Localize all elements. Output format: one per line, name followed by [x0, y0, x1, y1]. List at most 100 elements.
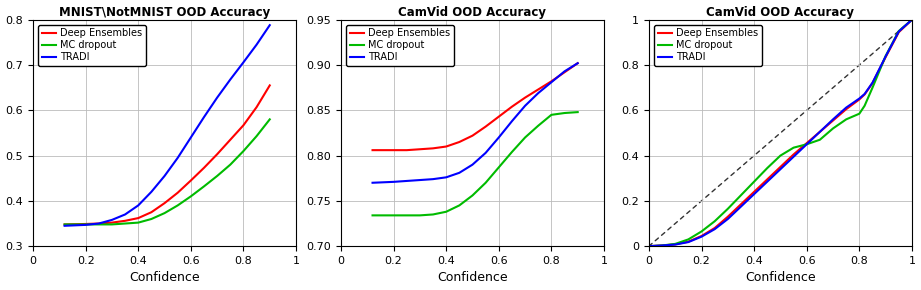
- Deep Ensembles: [225, 138, 236, 142]
- Deep Ensembles: [841, 107, 852, 111]
- MC dropout: [402, 214, 413, 217]
- Deep Ensembles: [859, 93, 870, 96]
- Deep Ensembles: [507, 105, 518, 108]
- Deep Ensembles: [480, 125, 491, 128]
- MC dropout: [893, 29, 904, 33]
- Deep Ensembles: [212, 153, 223, 156]
- TRADI: [159, 174, 170, 178]
- MC dropout: [906, 18, 917, 21]
- MC dropout: [880, 54, 892, 58]
- MC dropout: [801, 142, 812, 146]
- MC dropout: [59, 223, 70, 226]
- Deep Ensembles: [107, 221, 118, 224]
- Deep Ensembles: [762, 178, 773, 181]
- TRADI: [367, 181, 378, 184]
- MC dropout: [670, 242, 681, 246]
- MC dropout: [775, 154, 786, 157]
- TRADI: [225, 78, 236, 81]
- TRADI: [494, 136, 505, 139]
- MC dropout: [93, 223, 104, 226]
- MC dropout: [454, 204, 465, 207]
- TRADI: [854, 97, 865, 100]
- Deep Ensembles: [893, 30, 904, 34]
- TRADI: [788, 155, 799, 158]
- MC dropout: [749, 180, 760, 183]
- Line: Deep Ensembles: Deep Ensembles: [649, 20, 912, 246]
- TRADI: [480, 151, 491, 155]
- Deep Ensembles: [427, 147, 438, 150]
- Deep Ensembles: [264, 84, 275, 87]
- TRADI: [467, 163, 478, 166]
- Deep Ensembles: [546, 79, 557, 83]
- MC dropout: [133, 221, 144, 224]
- TRADI: [644, 244, 655, 248]
- MC dropout: [696, 230, 707, 233]
- MC dropout: [709, 220, 720, 223]
- TRADI: [146, 190, 157, 193]
- TRADI: [722, 217, 733, 221]
- X-axis label: Confidence: Confidence: [745, 271, 816, 284]
- Deep Ensembles: [251, 105, 262, 109]
- Deep Ensembles: [185, 179, 196, 182]
- Deep Ensembles: [402, 148, 413, 152]
- Line: Deep Ensembles: Deep Ensembles: [372, 63, 577, 150]
- Line: TRADI: TRADI: [64, 25, 270, 226]
- MC dropout: [507, 150, 518, 154]
- MC dropout: [388, 214, 399, 217]
- Deep Ensembles: [532, 88, 543, 91]
- MC dropout: [264, 118, 275, 121]
- Deep Ensembles: [749, 190, 760, 193]
- TRADI: [414, 178, 426, 182]
- Legend: Deep Ensembles, MC dropout, TRADI: Deep Ensembles, MC dropout, TRADI: [38, 25, 146, 66]
- TRADI: [682, 240, 694, 244]
- Deep Ensembles: [367, 148, 378, 152]
- TRADI: [859, 92, 870, 96]
- MC dropout: [814, 138, 825, 142]
- TRADI: [264, 23, 275, 27]
- X-axis label: Confidence: Confidence: [437, 271, 507, 284]
- Deep Ensembles: [709, 226, 720, 230]
- MC dropout: [532, 124, 543, 127]
- MC dropout: [146, 217, 157, 221]
- Deep Ensembles: [775, 165, 786, 169]
- MC dropout: [559, 111, 570, 115]
- TRADI: [519, 104, 530, 108]
- TRADI: [670, 243, 681, 246]
- TRADI: [402, 179, 413, 183]
- MC dropout: [159, 211, 170, 215]
- MC dropout: [467, 194, 478, 197]
- MC dropout: [494, 166, 505, 169]
- TRADI: [198, 115, 209, 119]
- TRADI: [507, 119, 518, 123]
- MC dropout: [212, 174, 223, 178]
- Deep Ensembles: [198, 166, 209, 170]
- MC dropout: [657, 244, 668, 247]
- MC dropout: [80, 223, 91, 226]
- TRADI: [80, 223, 91, 226]
- Deep Ensembles: [388, 148, 399, 152]
- TRADI: [388, 180, 399, 184]
- Deep Ensembles: [682, 240, 694, 243]
- Legend: Deep Ensembles, MC dropout, TRADI: Deep Ensembles, MC dropout, TRADI: [345, 25, 454, 66]
- Deep Ensembles: [814, 130, 825, 134]
- TRADI: [827, 118, 838, 121]
- Legend: Deep Ensembles, MC dropout, TRADI: Deep Ensembles, MC dropout, TRADI: [654, 25, 763, 66]
- TRADI: [546, 81, 557, 84]
- Deep Ensembles: [159, 201, 170, 205]
- MC dropout: [788, 146, 799, 149]
- TRADI: [532, 91, 543, 95]
- Deep Ensembles: [906, 18, 917, 21]
- TRADI: [440, 175, 451, 179]
- MC dropout: [854, 112, 865, 115]
- Deep Ensembles: [736, 202, 747, 206]
- TRADI: [59, 224, 70, 228]
- MC dropout: [682, 238, 694, 241]
- Line: MC dropout: MC dropout: [64, 119, 270, 224]
- TRADI: [867, 81, 878, 84]
- TRADI: [906, 18, 917, 21]
- MC dropout: [185, 195, 196, 198]
- TRADI: [559, 70, 570, 73]
- Deep Ensembles: [827, 119, 838, 122]
- Deep Ensembles: [644, 244, 655, 248]
- TRADI: [841, 106, 852, 109]
